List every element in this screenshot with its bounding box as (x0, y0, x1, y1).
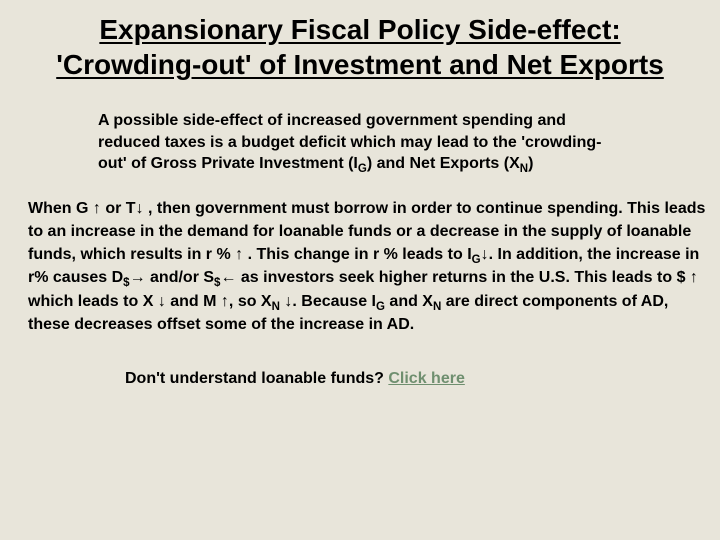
body-frag: and X (385, 293, 433, 310)
body-frag: and M (166, 293, 221, 310)
up-arrow-icon: ↑ (221, 293, 229, 310)
intro-text-c: ) (528, 155, 533, 172)
left-arrow-icon: ← (220, 269, 236, 286)
body-frag: and/or S (146, 269, 214, 286)
up-arrow-icon: ↑ (235, 246, 243, 263)
title-line2: 'Crowding-out' of Investment and Net Exp… (56, 49, 664, 80)
intro-text-b: ) and Net Exports (X (367, 155, 520, 172)
subscript-g: G (472, 254, 481, 266)
up-arrow-icon: ↑ (93, 200, 101, 217)
subscript-xn: N (520, 163, 528, 175)
right-arrow-icon: → (130, 269, 146, 286)
body-frag: which leads to X (28, 293, 158, 310)
subscript-ig: G (358, 163, 367, 175)
subscript-g: G (376, 301, 385, 313)
slide-title: Expansionary Fiscal Policy Side-effect: … (0, 0, 720, 90)
up-arrow-icon: ↑ (690, 269, 698, 286)
body-frag: as investors seek higher returns in the … (236, 269, 689, 286)
body-frag: , so X (229, 293, 272, 310)
title-line1: Expansionary Fiscal Policy Side-effect: (99, 14, 620, 45)
down-arrow-icon: ↓ (158, 293, 166, 310)
down-arrow-icon: ↓ (481, 246, 489, 263)
intro-paragraph: A possible side-effect of increased gove… (0, 90, 720, 185)
down-arrow-icon: ↓ (136, 200, 144, 217)
body-frag: . This change in r % leads to I (243, 246, 472, 263)
body-frag: When G (28, 200, 93, 217)
body-frag: . Because I (292, 293, 376, 310)
footer-line: Don't understand loanable funds? Click h… (0, 346, 720, 400)
body-frag: or T (101, 200, 136, 217)
footer-text: Don't understand loanable funds? (125, 370, 388, 387)
body-paragraph: When G ↑ or T↓ , then government must bo… (0, 185, 720, 346)
subscript-n: N (272, 301, 280, 313)
click-here-link[interactable]: Click here (388, 370, 464, 387)
